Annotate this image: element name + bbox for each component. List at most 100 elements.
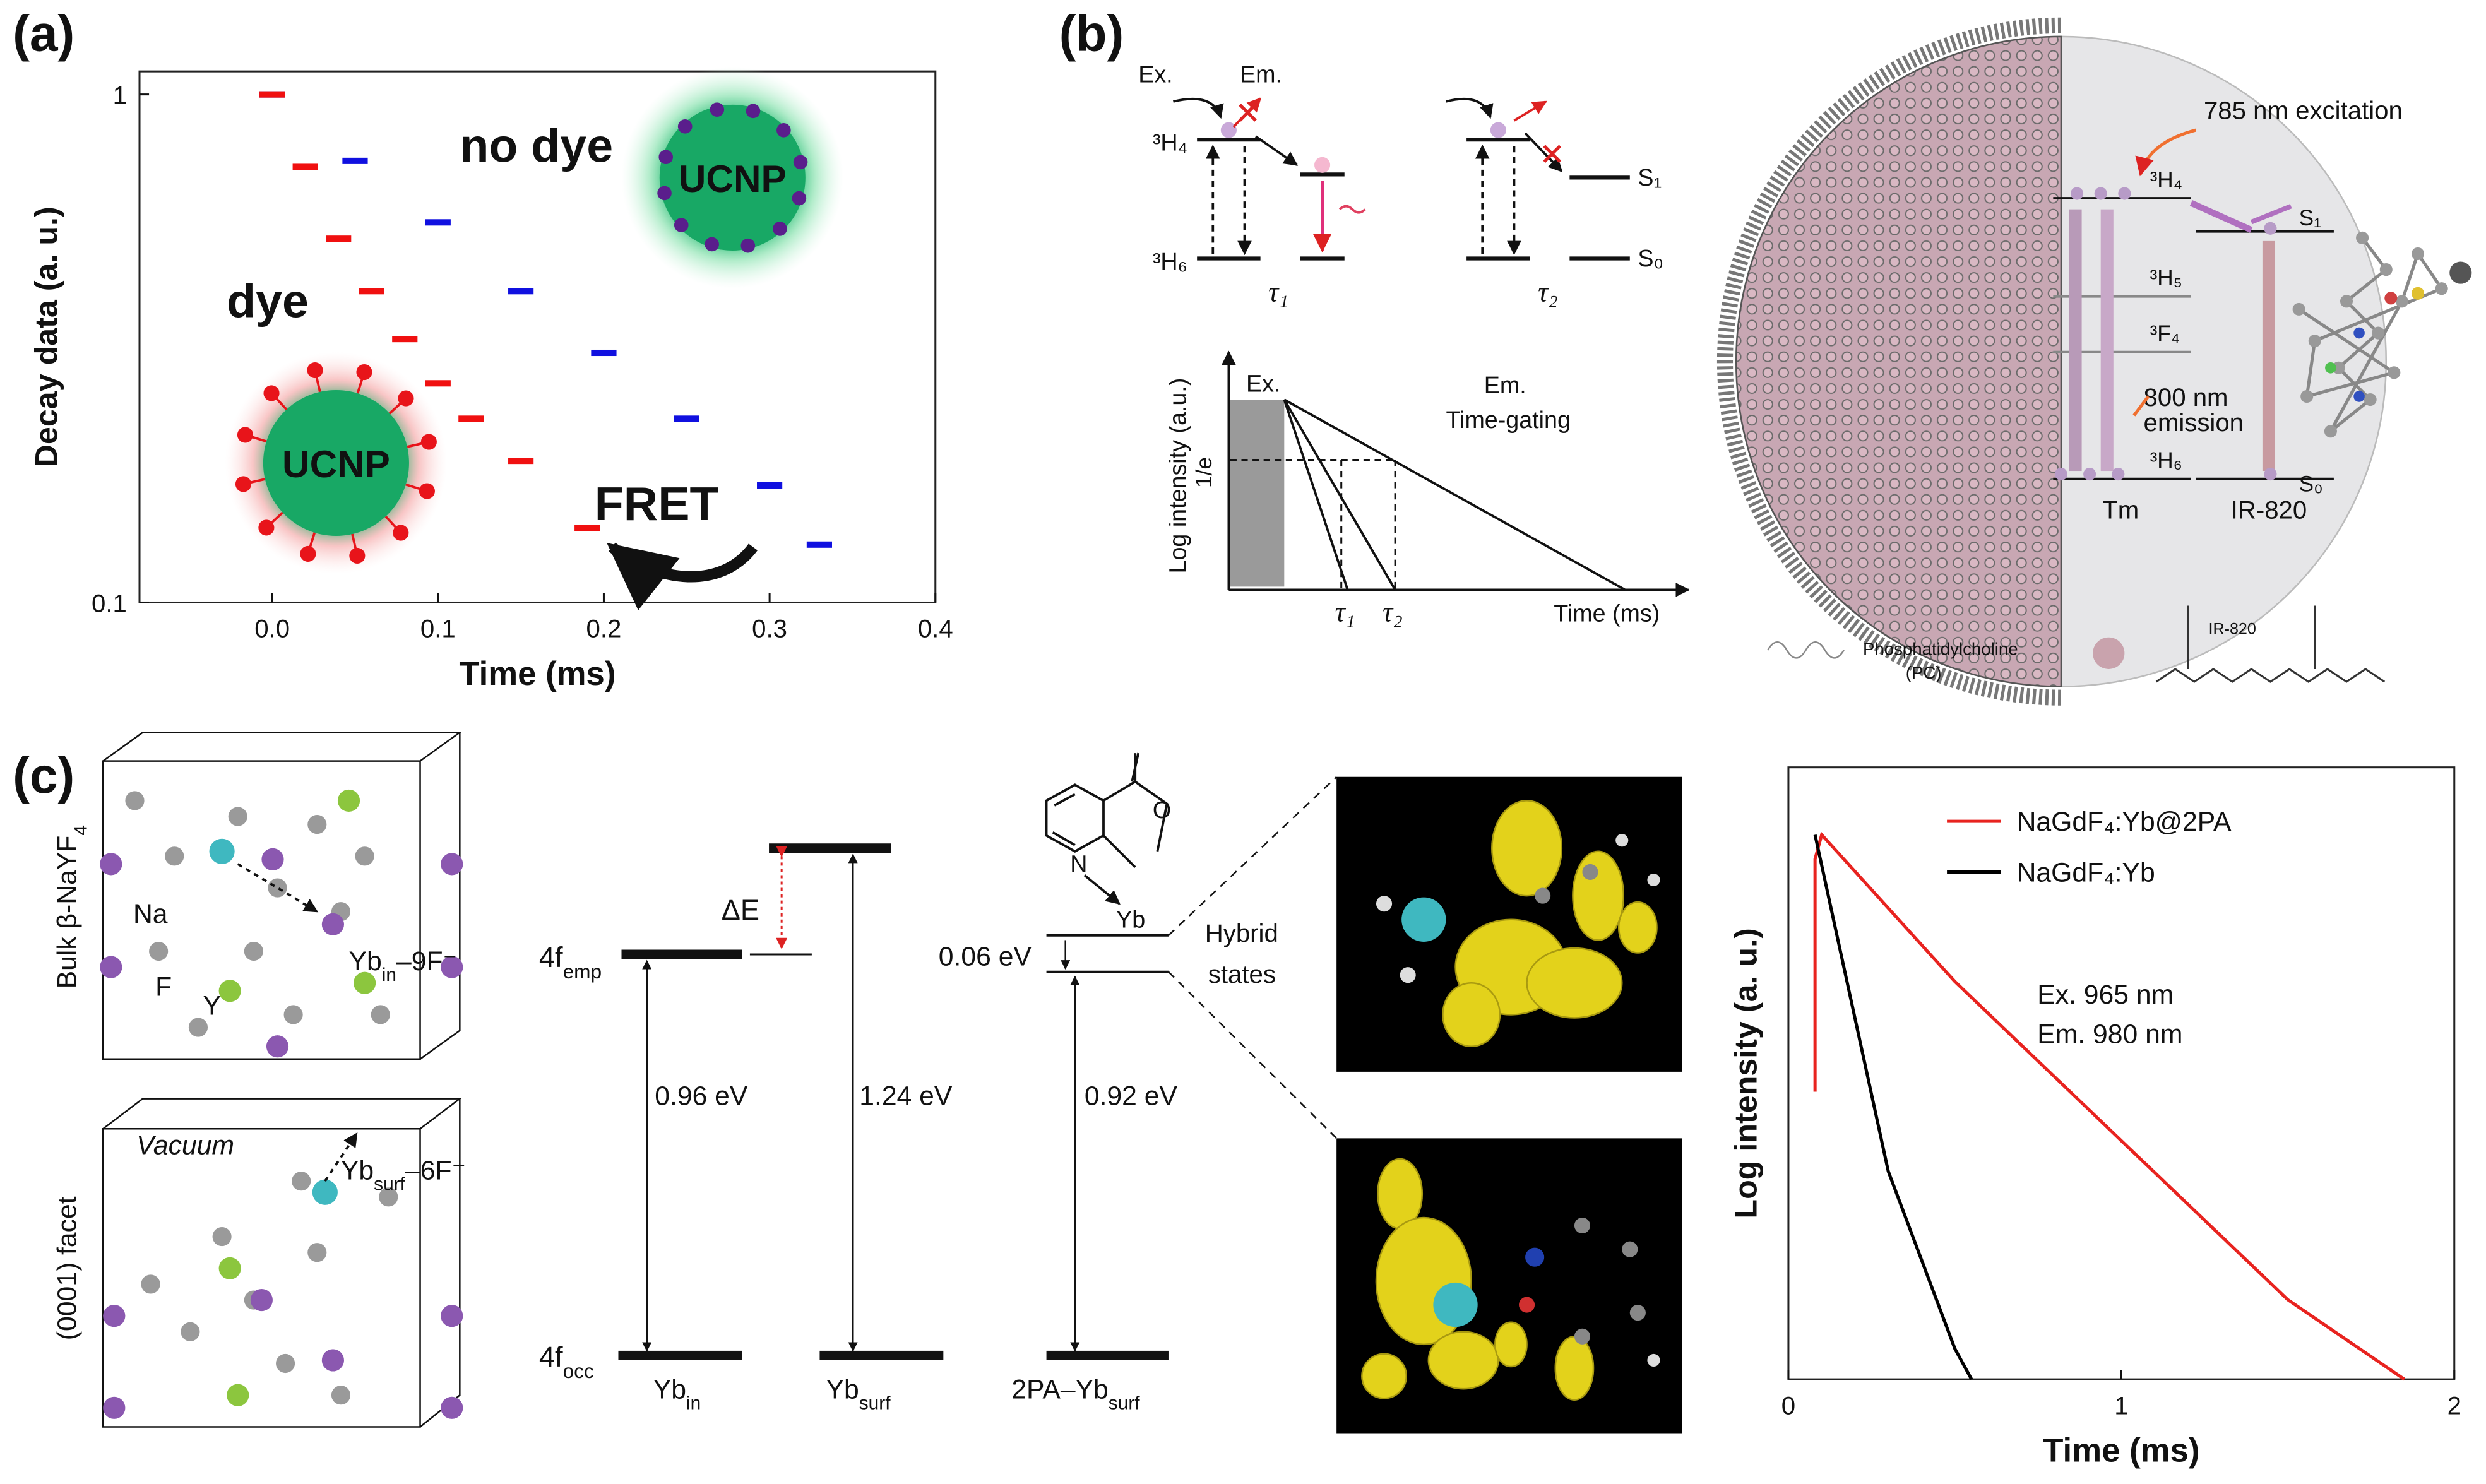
atom [2372, 326, 2385, 340]
data-line [1813, 831, 2406, 1381]
na-atom [441, 853, 463, 876]
x-tick-label: 0.0 [254, 615, 290, 643]
atom [1400, 967, 1416, 983]
ligand-dot [705, 237, 719, 252]
atom-label: O [1153, 797, 1171, 823]
x-tick-label: 0.2 [586, 615, 622, 643]
series-label: dye [227, 274, 309, 327]
label: IR-820 [2208, 620, 2256, 638]
f-atom [212, 1227, 232, 1247]
tau: τ₁ [1335, 597, 1355, 628]
atom [2379, 263, 2393, 276]
f-atom [379, 1187, 398, 1207]
label: 0.06 eV [939, 942, 1032, 972]
data-point [508, 288, 534, 295]
level-label: ³H₅ [2150, 266, 2182, 290]
x-tick-label: 0.3 [752, 615, 787, 643]
na-atom [321, 1349, 344, 1372]
connector [1168, 971, 1338, 1139]
label: Yb [1116, 906, 1145, 932]
label-part: 4f [539, 941, 563, 973]
arrow [1173, 97, 1224, 119]
x-tick-label: 0.4 [918, 615, 953, 643]
label: 2PA–Ybsurf [1011, 1374, 1140, 1413]
bond [2329, 398, 2372, 433]
label: Vacuum [136, 1130, 234, 1160]
label: 1.24 eV [859, 1081, 953, 1112]
atom [1518, 1297, 1535, 1313]
f-atom [355, 846, 374, 866]
ligand-dot [657, 186, 672, 201]
ligand-dot [235, 476, 252, 492]
fret-back [2250, 204, 2292, 225]
ucnp-label: UCNP [679, 157, 787, 200]
label-part: in [382, 965, 396, 985]
electron [2118, 187, 2131, 200]
tau: τ₁ [1268, 276, 1288, 307]
excitation-window [1230, 400, 1285, 587]
bond [2329, 300, 2404, 432]
electron [2083, 468, 2096, 481]
ligand-dot [419, 483, 435, 499]
ucnp-core [263, 389, 409, 537]
orbital-lobe [1526, 947, 1623, 1019]
ligand-dot [776, 123, 791, 138]
level-label: S₀ [1638, 245, 1663, 271]
panel-label: (c) [13, 747, 74, 804]
label-part: Yb [826, 1374, 859, 1404]
data-point [259, 91, 285, 98]
atom [2449, 261, 2472, 284]
na-atom [441, 1396, 463, 1419]
bond [2305, 340, 2317, 397]
data-line [1813, 834, 1973, 1380]
data-point [674, 415, 699, 422]
label-part: surf [1109, 1392, 1141, 1413]
ligand-dot [420, 434, 437, 450]
data-point [508, 458, 534, 465]
atom [1401, 897, 1446, 942]
f-atom [228, 807, 247, 826]
na-atom [103, 1305, 126, 1327]
atom [2324, 425, 2337, 438]
y-axis-label: Decay data (a. u.) [28, 206, 64, 467]
label: (0001) facet [52, 1196, 83, 1340]
connector [1168, 776, 1338, 936]
y-atom [218, 980, 241, 1002]
label-part: Bulk β-NaYF [52, 836, 83, 989]
label: (PC) [1906, 663, 1942, 682]
label: Hybrid [1205, 919, 1278, 947]
cross [1239, 104, 1257, 122]
atom [1433, 1282, 1478, 1327]
ligand-dot [674, 218, 689, 232]
decay [1283, 398, 1626, 591]
electron [2264, 468, 2277, 481]
atom [2325, 362, 2336, 374]
bond [2345, 268, 2388, 303]
ligand-dot [792, 191, 807, 206]
ligand-dot [349, 547, 366, 564]
na-atom [100, 956, 122, 978]
atom [2384, 292, 2398, 305]
f-atom [244, 941, 263, 961]
atom [1535, 887, 1551, 904]
ucnp-label: UCNP [282, 442, 390, 485]
label-part: 4f [539, 1341, 563, 1373]
ligand-dot [300, 545, 316, 562]
label: 4focc [539, 1341, 594, 1382]
label-part: surf [374, 1173, 406, 1194]
ligand-dot [393, 525, 409, 541]
level-label: ³H₆ [1153, 248, 1187, 275]
tau: τ₂ [1383, 597, 1403, 628]
label-part: occ [563, 1360, 594, 1382]
data-point [425, 219, 451, 226]
atom [2411, 287, 2425, 300]
electron [2054, 468, 2067, 481]
atom [2353, 327, 2365, 339]
ucnp-core [659, 104, 806, 251]
atom [1629, 1305, 1646, 1321]
label: Y [203, 990, 220, 1021]
fret [2189, 200, 2253, 233]
x-tick-label: 0.1 [420, 615, 456, 643]
x-tick-label: 2 [2447, 1391, 2461, 1420]
